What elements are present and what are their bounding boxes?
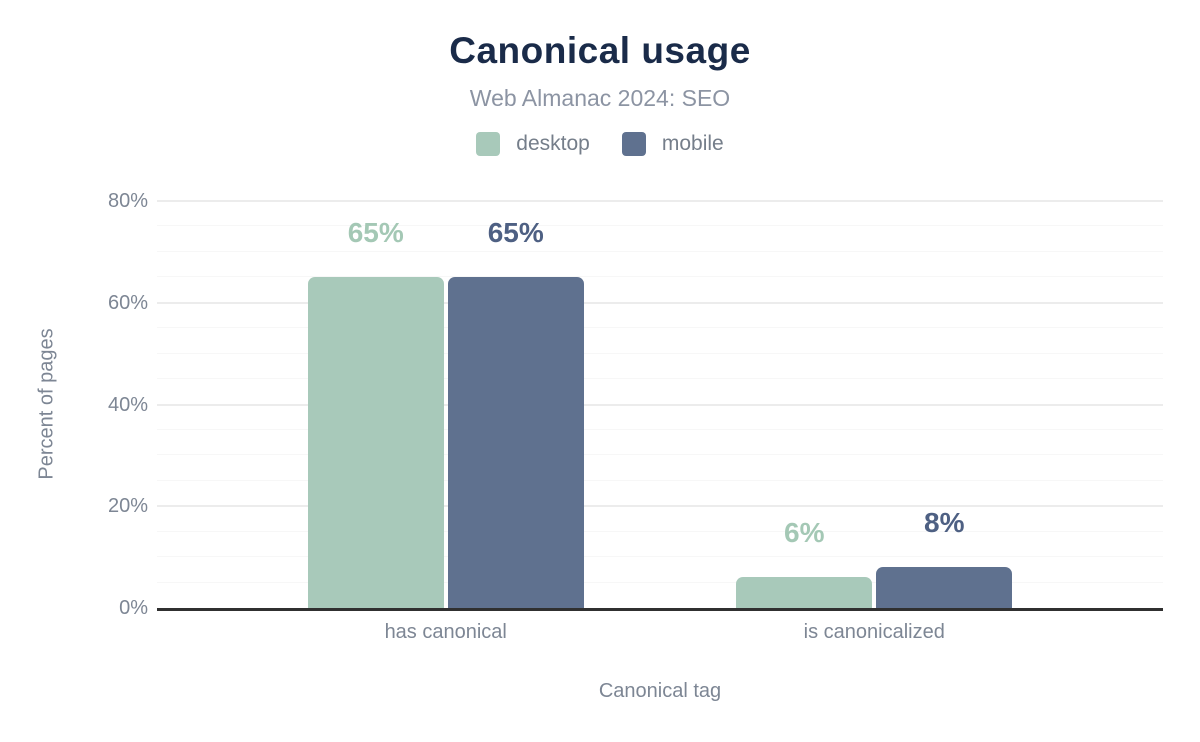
gridline-50 <box>157 352 1163 354</box>
gridline-65 <box>157 276 1163 278</box>
gridline-35 <box>157 428 1163 430</box>
gridline-5 <box>157 581 1163 583</box>
y-tick-label-20: 20% <box>107 495 148 518</box>
y-tick-label-60: 60% <box>107 291 148 314</box>
y-axis-title: Percent of pages <box>35 328 58 480</box>
x-tick-label-is-canonicalized: is canonicalized <box>803 621 945 643</box>
y-tick-label-0: 0% <box>119 597 148 619</box>
gridline-70 <box>157 250 1163 252</box>
gridline-10 <box>157 556 1163 558</box>
gridline-40 <box>157 403 1163 406</box>
gridline-30 <box>157 454 1163 456</box>
x-axis-title: Canonical tag <box>598 680 722 702</box>
legend-item-mobile: mobile <box>621 132 724 156</box>
gridline-20 <box>157 505 1163 508</box>
bar-mobile-is-canonicalized[interactable] <box>876 567 1013 608</box>
value-label-mobile-is-canonicalized: 8% <box>924 507 965 539</box>
chart-subtitle: Web Almanac 2024: SEO <box>469 85 731 111</box>
gridline-25 <box>157 479 1163 481</box>
legend-item-desktop: desktop <box>476 132 590 156</box>
gridline-45 <box>157 378 1163 380</box>
gridline-60 <box>157 301 1163 304</box>
gridline-75 <box>157 225 1163 227</box>
gridline-15 <box>157 530 1163 532</box>
value-label-mobile-has-canonical: 65% <box>487 217 544 249</box>
x-tick-label-has-canonical: has canonical <box>384 621 507 643</box>
gridline-55 <box>157 327 1163 329</box>
legend: desktop mobile <box>0 132 1200 156</box>
plot-area: 65% 65% 6% 8% <box>157 200 1163 611</box>
legend-label-mobile: mobile <box>661 132 724 155</box>
gridline-80 <box>157 200 1163 202</box>
y-tick-label-40: 40% <box>107 393 148 416</box>
value-label-desktop-is-canonicalized: 6% <box>784 517 825 549</box>
legend-swatch-mobile <box>621 132 646 156</box>
bar-desktop-has-canonical[interactable] <box>307 277 444 608</box>
y-tick-label-80: 80% <box>107 190 148 212</box>
chart-title: Canonical usage <box>449 30 751 71</box>
bar-desktop-is-canonicalized[interactable] <box>736 577 873 608</box>
legend-swatch-desktop <box>476 132 501 156</box>
bar-mobile-has-canonical[interactable] <box>447 277 584 608</box>
legend-label-desktop: desktop <box>516 132 590 155</box>
value-label-desktop-has-canonical: 65% <box>347 217 404 249</box>
